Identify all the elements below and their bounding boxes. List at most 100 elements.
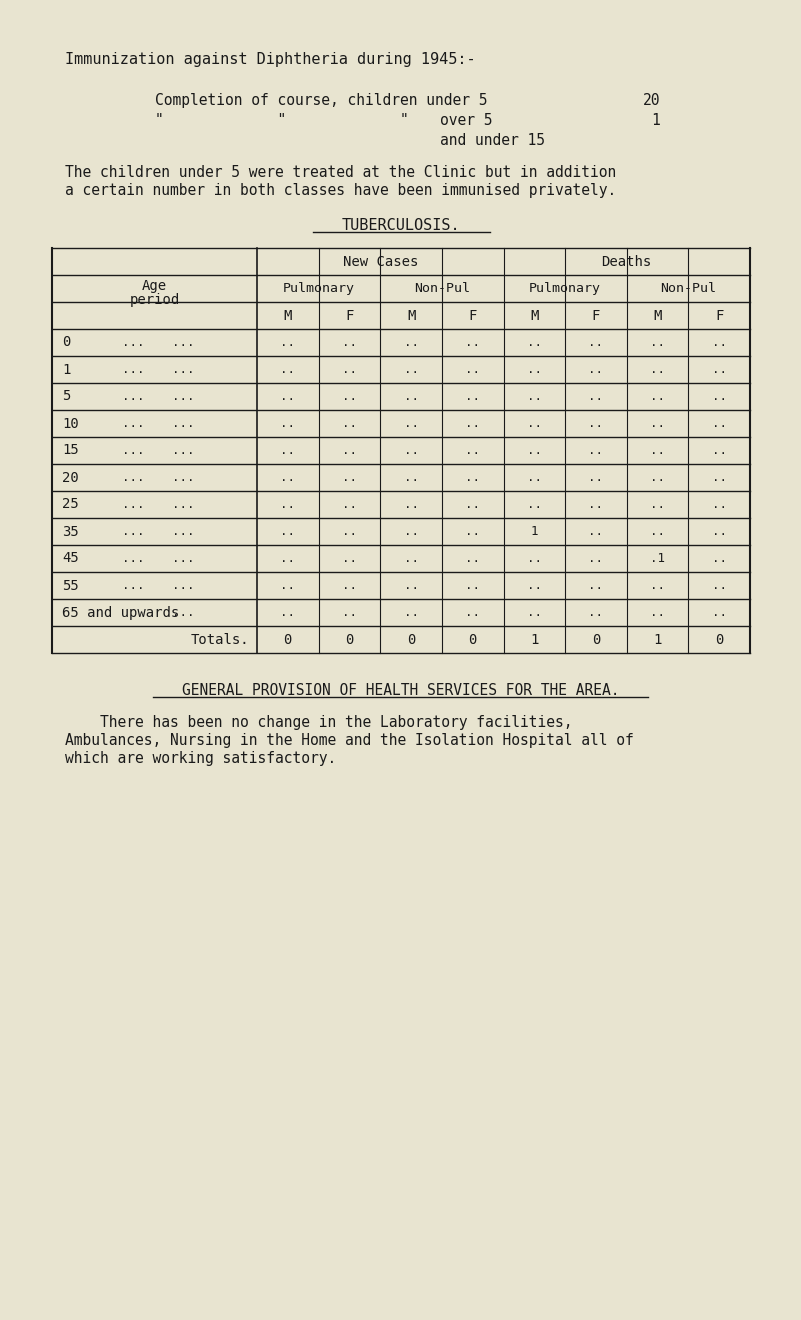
- Text: ..: ..: [342, 363, 357, 376]
- Text: ...: ...: [122, 444, 144, 457]
- Text: which are working satisfactory.: which are working satisfactory.: [65, 751, 336, 766]
- Text: ..: ..: [711, 606, 727, 619]
- Text: ..: ..: [465, 389, 480, 403]
- Text: ..: ..: [711, 579, 727, 591]
- Text: ...: ...: [172, 363, 195, 376]
- Text: a certain number in both classes have been immunised privately.: a certain number in both classes have be…: [65, 183, 616, 198]
- Text: ...: ...: [172, 471, 195, 484]
- Text: "             "             ": " " ": [155, 114, 409, 128]
- Text: 25: 25: [62, 498, 78, 511]
- Text: 0: 0: [469, 632, 477, 647]
- Text: ..: ..: [711, 337, 727, 348]
- Text: ...: ...: [122, 579, 144, 591]
- Text: ..: ..: [711, 498, 727, 511]
- Text: 20: 20: [62, 470, 78, 484]
- Text: ..: ..: [404, 444, 419, 457]
- Text: ..: ..: [404, 498, 419, 511]
- Text: M: M: [407, 309, 415, 322]
- Text: ..: ..: [465, 337, 480, 348]
- Text: ..: ..: [527, 363, 541, 376]
- Text: ..: ..: [527, 498, 541, 511]
- Text: ...: ...: [122, 363, 144, 376]
- Text: ..: ..: [711, 552, 727, 565]
- Text: ..: ..: [650, 606, 665, 619]
- Text: F: F: [592, 309, 600, 322]
- Text: ...: ...: [172, 444, 195, 457]
- Text: ...: ...: [172, 525, 195, 539]
- Text: ..: ..: [589, 552, 603, 565]
- Text: ..: ..: [650, 389, 665, 403]
- Text: Non-Pul: Non-Pul: [414, 282, 470, 294]
- Text: Age: Age: [142, 279, 167, 293]
- Text: Pulmonary: Pulmonary: [283, 282, 355, 294]
- Text: ..: ..: [589, 389, 603, 403]
- Text: ..: ..: [589, 579, 603, 591]
- Text: ..: ..: [589, 606, 603, 619]
- Text: ..: ..: [650, 363, 665, 376]
- Text: 0: 0: [345, 632, 353, 647]
- Text: Pulmonary: Pulmonary: [529, 282, 601, 294]
- Text: M: M: [530, 309, 538, 322]
- Text: ..: ..: [527, 606, 541, 619]
- Text: ..: ..: [342, 525, 357, 539]
- Text: ...: ...: [122, 389, 144, 403]
- Text: Non-Pul: Non-Pul: [660, 282, 716, 294]
- Text: ..: ..: [527, 579, 541, 591]
- Text: ...: ...: [122, 417, 144, 430]
- Text: ..: ..: [650, 525, 665, 539]
- Text: 35: 35: [62, 524, 78, 539]
- Text: ..: ..: [404, 606, 419, 619]
- Text: ..: ..: [404, 389, 419, 403]
- Text: F: F: [345, 309, 353, 322]
- Text: ..: ..: [589, 444, 603, 457]
- Text: ...: ...: [172, 579, 195, 591]
- Text: 0: 0: [62, 335, 70, 350]
- Text: Deaths: Deaths: [602, 255, 652, 268]
- Text: 1: 1: [654, 632, 662, 647]
- Text: ..: ..: [465, 606, 480, 619]
- Text: ..: ..: [465, 471, 480, 484]
- Text: ..: ..: [280, 389, 296, 403]
- Text: ..: ..: [650, 579, 665, 591]
- Text: ..: ..: [589, 337, 603, 348]
- Text: Totals.: Totals.: [191, 632, 249, 647]
- Text: and under 15: and under 15: [440, 133, 545, 148]
- Text: ...: ...: [122, 525, 144, 539]
- Text: ...: ...: [122, 498, 144, 511]
- Text: The children under 5 were treated at the Clinic but in addition: The children under 5 were treated at the…: [65, 165, 616, 180]
- Text: ..: ..: [342, 389, 357, 403]
- Text: Completion of course, children under 5: Completion of course, children under 5: [155, 92, 488, 108]
- Text: ..: ..: [342, 337, 357, 348]
- Text: ..: ..: [280, 552, 296, 565]
- Text: 0: 0: [407, 632, 415, 647]
- Text: ..: ..: [465, 363, 480, 376]
- Text: ..: ..: [711, 363, 727, 376]
- Text: ..: ..: [650, 471, 665, 484]
- Text: ..: ..: [465, 579, 480, 591]
- Text: 0: 0: [715, 632, 723, 647]
- Text: 1: 1: [62, 363, 70, 376]
- Text: ..: ..: [280, 444, 296, 457]
- Text: There has been no change in the Laboratory facilities,: There has been no change in the Laborato…: [65, 715, 573, 730]
- Text: ...: ...: [122, 337, 144, 348]
- Text: ..: ..: [650, 498, 665, 511]
- Text: ..: ..: [280, 471, 296, 484]
- Text: 1: 1: [530, 632, 538, 647]
- Text: ...: ...: [122, 552, 144, 565]
- Text: 1: 1: [530, 525, 538, 539]
- Text: ..: ..: [342, 417, 357, 430]
- Text: ...: ...: [172, 498, 195, 511]
- Text: ...: ...: [172, 606, 195, 619]
- Text: ..: ..: [527, 389, 541, 403]
- Text: ..: ..: [589, 525, 603, 539]
- Text: ..: ..: [342, 498, 357, 511]
- Text: ..: ..: [342, 552, 357, 565]
- Text: ..: ..: [650, 444, 665, 457]
- Text: ..: ..: [527, 337, 541, 348]
- Text: ..: ..: [280, 417, 296, 430]
- Text: ..: ..: [342, 471, 357, 484]
- Text: 15: 15: [62, 444, 78, 458]
- Text: 45: 45: [62, 552, 78, 565]
- Text: ..: ..: [465, 444, 480, 457]
- Text: ..: ..: [280, 606, 296, 619]
